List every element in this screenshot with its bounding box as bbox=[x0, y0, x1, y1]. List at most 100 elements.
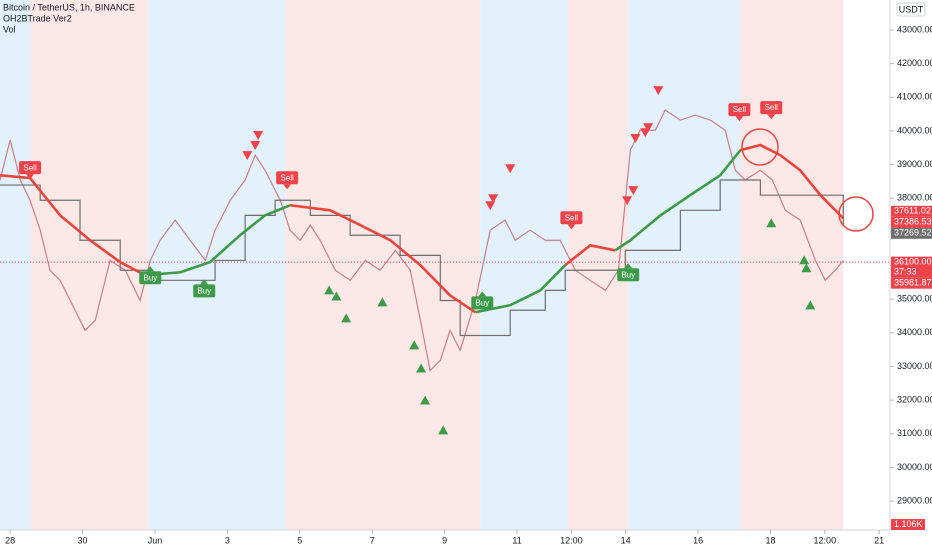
down-marker bbox=[488, 194, 499, 204]
down-marker bbox=[630, 133, 641, 143]
buy-signal: Buy bbox=[471, 291, 494, 310]
volume-label: 1.106K bbox=[894, 519, 923, 529]
sell-signal: Sell bbox=[760, 101, 783, 120]
x-tick-label: 28 bbox=[5, 535, 15, 545]
y-tick-label: 40000.00 bbox=[897, 125, 932, 135]
y-tick-label: 35000.00 bbox=[897, 294, 932, 304]
down-marker bbox=[505, 164, 516, 174]
x-tick-label: 3 bbox=[225, 535, 230, 545]
regime-band bbox=[480, 0, 569, 530]
up-marker bbox=[799, 255, 810, 265]
price-label-box bbox=[891, 216, 932, 228]
price-label: 37269.52 bbox=[894, 228, 932, 238]
signal-label: Buy bbox=[621, 270, 635, 279]
signal-pointer bbox=[26, 174, 35, 180]
up-marker bbox=[766, 218, 777, 228]
signal-label: Sell bbox=[733, 105, 747, 114]
buy-signal: Buy bbox=[193, 279, 216, 298]
regime-band bbox=[628, 0, 741, 530]
down-marker bbox=[242, 151, 253, 161]
regime-band bbox=[285, 0, 481, 530]
signal-pointer bbox=[624, 263, 633, 269]
up-marker bbox=[409, 340, 420, 350]
trend-line bbox=[145, 149, 742, 314]
signal-label: Sell bbox=[765, 103, 779, 112]
highlight-circle bbox=[741, 128, 779, 166]
price-label: 37611.02 bbox=[894, 206, 931, 216]
signal-label: Sell bbox=[280, 173, 294, 182]
y-tick-label: 43000.00 bbox=[897, 24, 932, 34]
y-tick-label: 31000.00 bbox=[897, 428, 932, 438]
signal-badge bbox=[139, 271, 162, 285]
signal-pointer bbox=[767, 114, 776, 120]
signal-pointer bbox=[146, 266, 155, 272]
sell-signal: Sell bbox=[19, 161, 42, 180]
x-tick-label: 14 bbox=[621, 535, 631, 545]
up-marker bbox=[438, 425, 449, 435]
currency[interactable]: USDT bbox=[899, 4, 924, 14]
price-label-box bbox=[891, 277, 932, 289]
x-tick-label: 12:00 bbox=[814, 535, 837, 545]
currency-box[interactable] bbox=[896, 2, 926, 17]
up-marker bbox=[331, 291, 342, 301]
x-tick-label: 7 bbox=[370, 535, 375, 545]
sell-signal: Sell bbox=[728, 103, 751, 122]
signal-badge bbox=[276, 171, 299, 185]
regime-band bbox=[0, 0, 31, 530]
down-marker bbox=[653, 86, 664, 96]
up-marker bbox=[341, 313, 352, 323]
up-marker bbox=[416, 363, 427, 373]
y-tick-label: 34000.00 bbox=[897, 327, 932, 337]
trend-line bbox=[0, 143, 845, 314]
signal-pointer bbox=[283, 184, 292, 190]
x-tick-label: 16 bbox=[693, 535, 703, 545]
signal-badge bbox=[617, 268, 640, 282]
volume-label-box bbox=[891, 519, 925, 530]
down-marker bbox=[250, 141, 261, 151]
y-tick-label: 41000.00 bbox=[897, 92, 932, 102]
sell-signal: Sell bbox=[276, 171, 299, 190]
x-tick-label: Jun bbox=[148, 535, 163, 545]
signal-pointer bbox=[478, 291, 487, 297]
signal-badge bbox=[471, 296, 494, 310]
x-tick-label: 18 bbox=[766, 535, 776, 545]
price-label-box bbox=[891, 205, 932, 217]
signal-badge bbox=[19, 161, 42, 175]
indicator-name: OH2BTrade Ver2 bbox=[3, 13, 72, 23]
down-marker bbox=[253, 130, 264, 140]
y-tick-label: 32000.00 bbox=[897, 394, 932, 404]
signal-pointer bbox=[567, 224, 576, 230]
price-label-box bbox=[891, 227, 932, 239]
price-label: 36100.00 bbox=[894, 257, 932, 267]
y-tick-label: 42000.00 bbox=[897, 58, 932, 68]
signal-label: Buy bbox=[475, 298, 489, 307]
y-tick-label: 29000.00 bbox=[897, 495, 932, 505]
price-line bbox=[0, 109, 844, 372]
countdown: 37:33 bbox=[894, 267, 917, 277]
signal-badge bbox=[728, 103, 751, 117]
chart-title: Bitcoin / TetherUS, 1h, BINANCE bbox=[3, 2, 135, 12]
x-tick-label: 5 bbox=[297, 535, 302, 545]
y-tick-label: 39000.00 bbox=[897, 159, 932, 169]
x-tick-label: 21 bbox=[874, 535, 884, 545]
x-tick-label: 30 bbox=[78, 535, 88, 545]
signal-pointer bbox=[735, 116, 744, 122]
down-marker bbox=[622, 196, 633, 206]
up-marker bbox=[801, 263, 812, 273]
x-tick-label: 11 bbox=[512, 535, 521, 545]
y-tick-label: 38000.00 bbox=[897, 193, 932, 203]
x-tick-label: 9 bbox=[442, 535, 447, 545]
signal-label: Sell bbox=[23, 163, 37, 172]
up-marker bbox=[420, 395, 431, 405]
signal-pointer bbox=[200, 279, 209, 285]
down-marker bbox=[628, 186, 639, 196]
plot-area: Sell Buy Buy Sell Buy Sell Buy Sell Sell bbox=[0, 0, 890, 530]
sell-signal: Sell bbox=[560, 211, 583, 230]
highlight-circle bbox=[838, 196, 874, 232]
signal-badge bbox=[760, 101, 783, 115]
signal-label: Sell bbox=[565, 213, 579, 222]
up-marker bbox=[324, 285, 335, 295]
up-marker bbox=[805, 300, 816, 310]
y-tick-label: 33000.00 bbox=[897, 361, 932, 371]
